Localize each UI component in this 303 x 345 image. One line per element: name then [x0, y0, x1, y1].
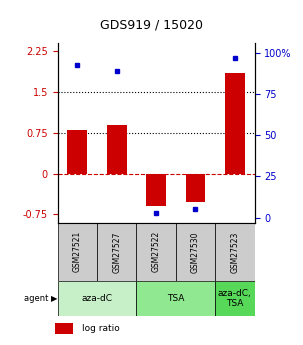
Text: log ratio: log ratio [82, 324, 120, 333]
Text: GSM27521: GSM27521 [73, 231, 82, 273]
Bar [67, 130, 87, 174]
Bar [146, 174, 166, 206]
Text: GSM27522: GSM27522 [152, 231, 161, 273]
Text: agent ▶: agent ▶ [24, 294, 58, 303]
Text: aza-dC,
TSA: aza-dC, TSA [218, 289, 252, 308]
Bar [215, 223, 255, 281]
Bar [136, 281, 215, 316]
Text: aza-dC: aza-dC [82, 294, 112, 303]
Text: GSM27530: GSM27530 [191, 231, 200, 273]
Text: GSM27523: GSM27523 [230, 231, 239, 273]
Bar [58, 281, 136, 316]
Text: TSA: TSA [167, 294, 185, 303]
Text: GSM27527: GSM27527 [112, 231, 121, 273]
Bar [58, 223, 97, 281]
Bar [107, 125, 127, 174]
Bar [97, 223, 136, 281]
Bar [185, 174, 205, 202]
Text: GDS919 / 15020: GDS919 / 15020 [100, 18, 203, 31]
Bar [225, 73, 245, 174]
Bar [55, 323, 73, 334]
Bar [215, 281, 255, 316]
Bar [176, 223, 215, 281]
Bar [136, 223, 176, 281]
